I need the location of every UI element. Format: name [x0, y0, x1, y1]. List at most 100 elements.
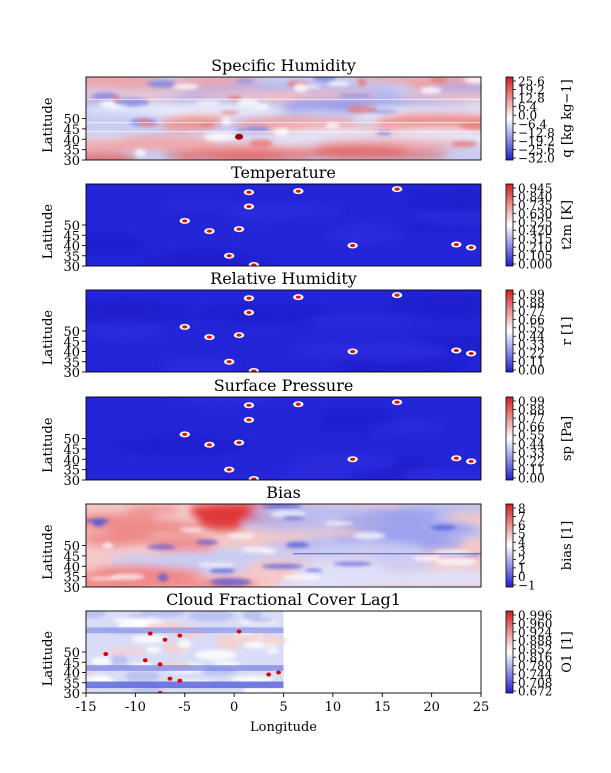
colorbar-tick-label: 7 [518, 510, 526, 524]
colorbar [505, 396, 514, 481]
y-tick-label: 50 [63, 646, 80, 661]
colorbar-tick-label: 0.88 [518, 296, 545, 310]
panel-title: Bias [266, 483, 301, 502]
station-marker [223, 252, 235, 259]
y-tick-label: 50 [63, 219, 80, 234]
colorbar-tick-label: 0.210 [518, 241, 552, 255]
station-marker [465, 458, 477, 465]
colorbar-tick-label: 0.00 [518, 364, 545, 378]
y-tick-label: 35 [63, 356, 80, 371]
colorbar [505, 610, 514, 694]
station-marker [465, 244, 477, 251]
y-axis-label: Latitude [41, 204, 56, 260]
station-marker [233, 226, 245, 233]
colorbar-tick-label: 6 [518, 519, 526, 533]
station-marker [204, 441, 215, 448]
colorbar-tick-label: 2 [518, 553, 526, 567]
colorbar-tick-label: 0.630 [518, 207, 552, 221]
station-marker [391, 292, 403, 299]
station-marker [391, 186, 403, 193]
y-tick-label: 45 [63, 229, 80, 244]
heatmap-field [86, 77, 481, 160]
colorbar-label: q [kg kg−1] [560, 79, 575, 157]
colorbar-tick-label: 0.22 [518, 347, 545, 361]
cloud-marker [103, 652, 109, 657]
station-marker [233, 332, 245, 339]
y-tick-label: 40 [63, 133, 80, 148]
station-marker [347, 242, 358, 249]
station-marker [179, 431, 190, 438]
y-tick-label: 50 [63, 540, 80, 555]
panel-1: Specific HumidityLatitude303540455025.61… [41, 56, 575, 169]
station-marker [248, 261, 260, 266]
panel-title: Specific Humidity [211, 56, 356, 75]
y-tick-label: 35 [63, 464, 80, 479]
station-marker [248, 367, 260, 372]
station-marker [243, 189, 255, 196]
colorbar-tick-label: 0.708 [518, 676, 552, 690]
colorbar-tick-label: 0.780 [518, 659, 552, 673]
cloud-marker [147, 631, 153, 636]
panel-title: Relative Humidity [210, 269, 357, 288]
heatmap-field [86, 611, 290, 693]
panel-3: Relative HumidityLatitude30354045500.990… [41, 269, 575, 381]
colorbar-tick-label: −6.4 [518, 117, 548, 131]
y-tick-label: 35 [63, 144, 80, 159]
colorbar [505, 183, 514, 267]
station-marker [223, 466, 235, 473]
colorbar-tick-label: 0.11 [518, 355, 545, 369]
colorbar-tick-label: 0.000 [518, 258, 552, 272]
y-tick-label: 45 [63, 443, 80, 458]
colorbar-label: r [1] [560, 317, 575, 346]
colorbar-tick-label: 0.55 [518, 429, 545, 443]
cloud-marker [177, 678, 183, 683]
station-marker [243, 295, 255, 302]
colorbar-tick-label: −25.6 [518, 143, 555, 157]
colorbar-tick-label: 0.744 [518, 668, 553, 682]
station-marker [347, 456, 358, 463]
colorbar-tick-label: 8 [518, 502, 526, 516]
y-tick-label: 35 [63, 250, 80, 265]
station-marker [204, 228, 215, 235]
station-marker [243, 416, 255, 423]
heatmap-field [86, 290, 481, 372]
cloud-marker [236, 629, 242, 634]
y-tick-label: 50 [63, 113, 80, 128]
heatmap-field [86, 504, 481, 587]
colorbar-tick-label: 0.66 [518, 420, 545, 434]
colorbar-tick-label: 0.66 [518, 313, 545, 327]
heatmap-field [86, 184, 481, 266]
colorbar-tick-label: 0.315 [518, 232, 552, 246]
panel-title: Cloud Fractional Cover Lag1 [166, 590, 401, 609]
station-marker [451, 347, 462, 354]
x-tick-label: 20 [423, 700, 440, 715]
station-marker [248, 475, 260, 480]
y-tick-label: 35 [63, 571, 80, 586]
x-tick-label: 5 [279, 700, 287, 715]
colorbar-tick-label: 0.55 [518, 321, 545, 335]
colorbar-tick-label: 0.11 [518, 463, 545, 477]
station-marker [243, 309, 255, 316]
colorbar-label: t2m [K] [560, 200, 575, 250]
heatmap-field [86, 397, 481, 480]
colorbar-tick-label: 0.0 [518, 109, 537, 123]
y-tick-label: 45 [63, 656, 80, 671]
station-marker [293, 294, 304, 301]
colorbar-tick-label: 0.996 [518, 609, 552, 623]
colorbar-tick-label: 25.6 [518, 75, 545, 89]
station-marker [391, 399, 403, 406]
cloud-marker [167, 676, 173, 681]
colorbar-tick-label: 0.840 [518, 190, 552, 204]
y-tick-label: 30 [63, 366, 80, 381]
x-tick-label: -5 [178, 700, 191, 715]
colorbar-tick-label: −19.2 [518, 134, 555, 148]
colorbar-tick-label: 3 [518, 544, 526, 558]
y-tick-label: 45 [63, 335, 80, 350]
station-marker [451, 455, 462, 462]
y-tick-label: 40 [63, 560, 80, 575]
colorbar-tick-label: 0.888 [518, 634, 552, 648]
cloud-marker [157, 662, 163, 667]
colorbar-tick-label: 0.924 [518, 625, 553, 639]
colorbar-tick-label: 5 [518, 527, 526, 541]
